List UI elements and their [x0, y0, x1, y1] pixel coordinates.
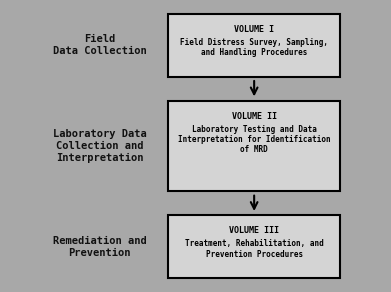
- Text: VOLUME II: VOLUME II: [231, 112, 277, 121]
- Text: VOLUME III: VOLUME III: [229, 227, 279, 235]
- Bar: [168, 14, 340, 77]
- Text: Field
Data Collection: Field Data Collection: [53, 34, 147, 56]
- Text: Laboratory Data
Collection and
Interpretation: Laboratory Data Collection and Interpret…: [53, 129, 147, 163]
- Text: Remediation and
Prevention: Remediation and Prevention: [53, 236, 147, 258]
- Text: Treatment, Rehabilitation, and
Prevention Procedures: Treatment, Rehabilitation, and Preventio…: [185, 239, 323, 259]
- Text: Field Distress Survey, Sampling,
and Handling Procedures: Field Distress Survey, Sampling, and Han…: [180, 38, 328, 57]
- Bar: [168, 101, 340, 191]
- Text: Laboratory Testing and Data
Interpretation for Identification
of MRD: Laboratory Testing and Data Interpretati…: [178, 125, 330, 154]
- Text: VOLUME I: VOLUME I: [234, 25, 274, 34]
- Bar: [168, 215, 340, 278]
